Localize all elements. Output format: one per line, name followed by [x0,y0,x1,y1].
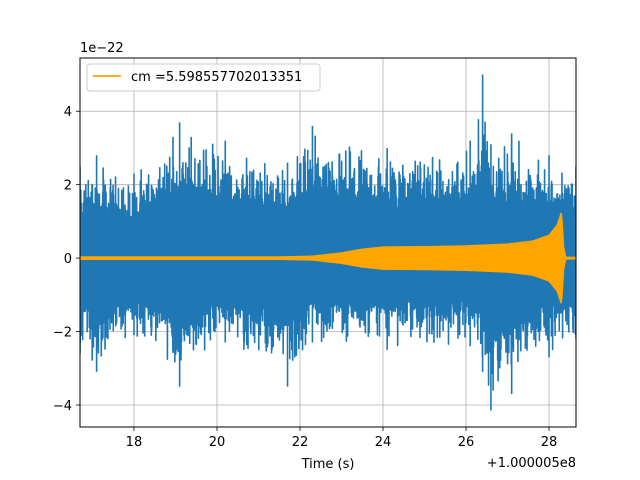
plot-frame [79,57,577,428]
x-axis-label: Time (s) [301,457,355,472]
series-layer [80,74,576,411]
y-tick-label: −4 [53,399,72,414]
legend-box [86,63,321,92]
series-chirp-band [80,212,576,304]
y-tick-label: 2 [64,179,72,194]
x-tick-label: 20 [209,435,226,450]
legend-label-chirp: cm =5.598557702013351 [131,70,302,85]
x-tick-label: 28 [541,435,558,450]
y-tick-label: 4 [64,105,72,120]
x-tick-label: 18 [126,435,143,450]
x-offset-text: +1.000005e8 [487,456,576,471]
y-tick-label: −2 [53,326,72,341]
x-tick-label: 26 [458,435,475,450]
y-offset-text: 1e−22 [80,41,124,56]
legend: cm =5.598557702013351 [86,63,321,92]
y-tick-label: 0 [64,252,72,267]
x-tick-label: 24 [375,435,392,450]
x-tick-label: 22 [292,435,309,450]
